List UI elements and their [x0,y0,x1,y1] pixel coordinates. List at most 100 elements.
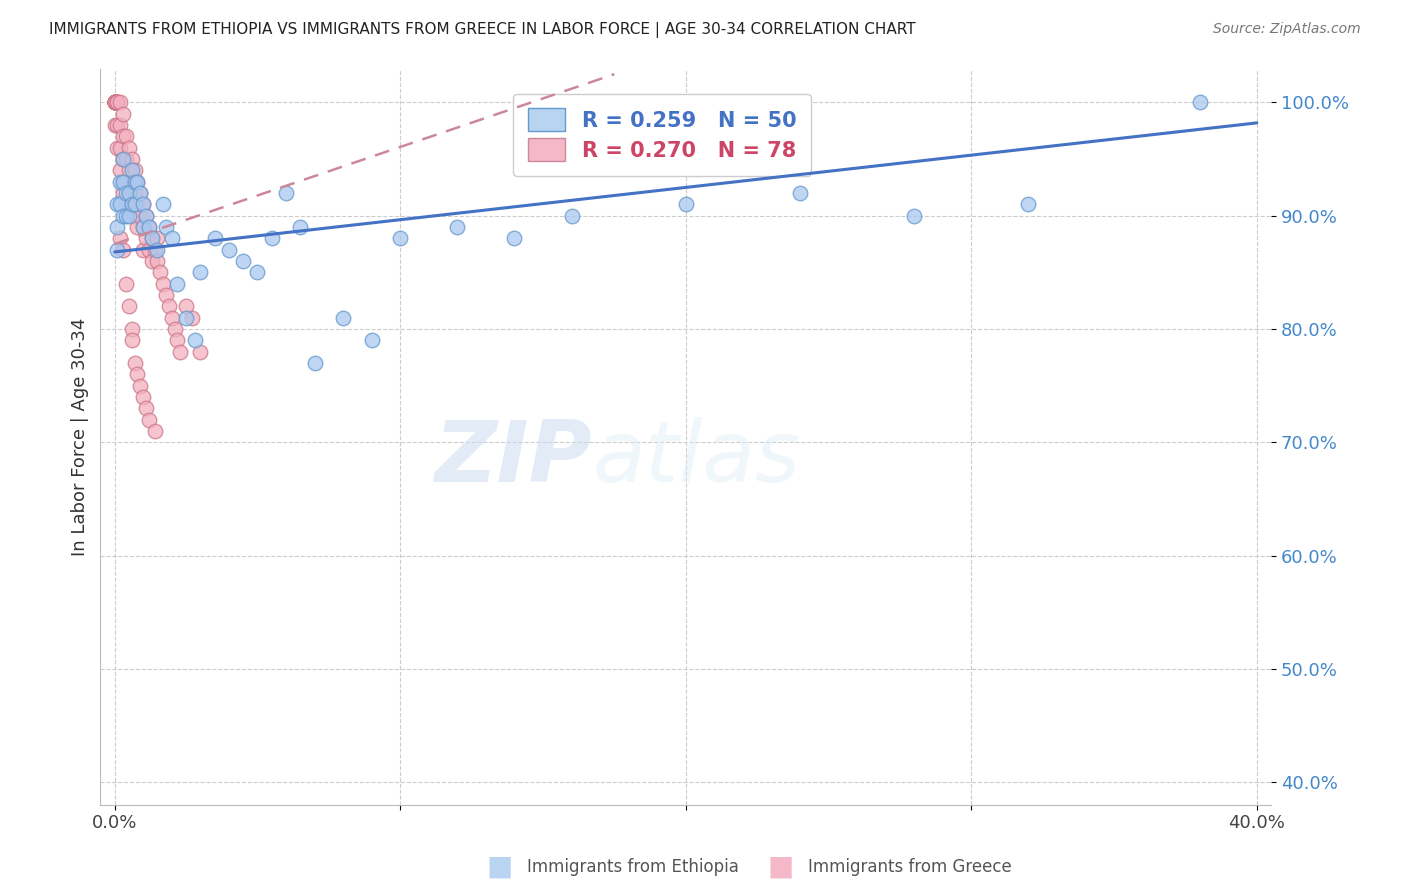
Text: atlas: atlas [592,417,800,500]
Point [260,231,283,245]
Point [121,163,143,178]
Point [104,95,127,110]
Point [389,231,412,245]
Point [118,299,141,313]
Point [110,231,132,245]
Point [104,95,127,110]
Point [115,175,138,189]
Point [112,175,135,189]
Point [132,243,155,257]
Point [1017,197,1039,211]
Point [180,310,202,325]
Point [112,129,135,144]
Point [124,356,146,370]
Point [121,322,143,336]
Point [141,254,163,268]
Point [115,197,138,211]
Y-axis label: In Labor Force | Age 30-34: In Labor Force | Age 30-34 [72,318,89,556]
Point [138,243,160,257]
Point [124,175,146,189]
Point [143,243,166,257]
Point [152,197,174,211]
Point [127,220,149,235]
Point [110,118,132,132]
Point [135,209,157,223]
Point [160,231,183,245]
Point [129,209,152,223]
Point [121,175,143,189]
Point [124,186,146,200]
Point [183,334,205,348]
Point [107,220,129,235]
Point [169,344,191,359]
Point [132,197,155,211]
Point [118,209,141,223]
Point [675,197,697,211]
Point [129,378,152,392]
Point [132,220,155,235]
Point [274,186,297,200]
Point [121,334,143,348]
Point [138,412,160,426]
Text: IMMIGRANTS FROM ETHIOPIA VS IMMIGRANTS FROM GREECE IN LABOR FORCE | AGE 30-34 CO: IMMIGRANTS FROM ETHIOPIA VS IMMIGRANTS F… [49,22,915,38]
Point [129,186,152,200]
Point [152,277,174,291]
Point [104,95,127,110]
Point [110,95,132,110]
Point [132,220,155,235]
Legend: R = 0.259   N = 50, R = 0.270   N = 78: R = 0.259 N = 50, R = 0.270 N = 78 [513,94,811,176]
Point [112,152,135,166]
Point [188,265,211,279]
Point [127,175,149,189]
Point [110,175,132,189]
Point [135,401,157,416]
Point [121,197,143,211]
Point [107,95,129,110]
Point [115,129,138,144]
Text: ZIP: ZIP [434,417,592,500]
Point [124,209,146,223]
Text: Source: ZipAtlas.com: Source: ZipAtlas.com [1213,22,1361,37]
Point [138,220,160,235]
Point [118,163,141,178]
Point [146,254,169,268]
Point [104,95,127,110]
Point [112,209,135,223]
Point [218,243,240,257]
Point [112,186,135,200]
Point [127,197,149,211]
Point [138,220,160,235]
Point [107,118,129,132]
Point [112,107,135,121]
Text: Immigrants from Ethiopia: Immigrants from Ethiopia [527,858,740,876]
Point [332,310,354,325]
Point [115,209,138,223]
Point [118,141,141,155]
Point [104,95,127,110]
Point [104,95,127,110]
Point [104,95,127,110]
Point [110,163,132,178]
Point [246,265,269,279]
Point [110,197,132,211]
Point [163,322,186,336]
Point [118,186,141,200]
Point [204,231,226,245]
Point [143,424,166,438]
Point [174,299,197,313]
Point [124,197,146,211]
Point [135,231,157,245]
Point [155,288,177,302]
Point [304,356,326,370]
Point [155,220,177,235]
Text: ■: ■ [486,853,512,881]
Point [107,95,129,110]
Point [104,95,127,110]
Point [107,95,129,110]
Point [232,254,254,268]
Point [446,220,468,235]
Point [115,152,138,166]
Point [166,277,188,291]
Point [112,175,135,189]
Point [360,334,382,348]
